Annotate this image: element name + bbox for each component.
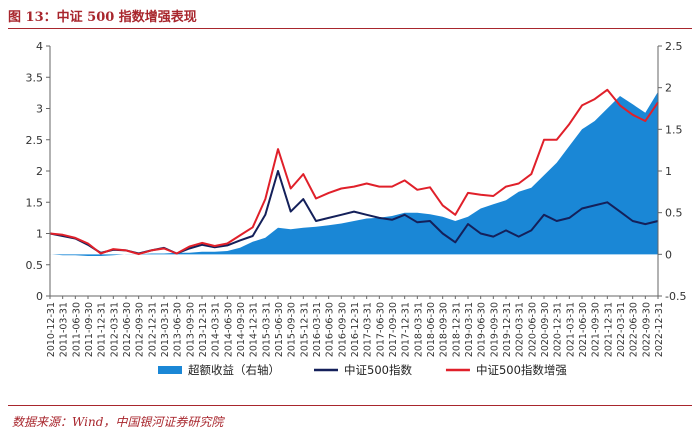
x-axis-tick-label: 2018-12-31: [451, 302, 462, 357]
x-axis-tick-label: 2018-03-31: [413, 302, 424, 357]
right-axis-tick-label: 2: [665, 82, 672, 95]
x-axis-tick-label: 2020-03-31: [515, 302, 526, 357]
right-axis-tick-label: 2.5: [665, 40, 683, 53]
x-axis-tick-label: 2021-09-30: [591, 302, 602, 357]
left-axis-tick-label: 2: [36, 165, 43, 178]
right-axis-tick-label: 1.5: [665, 123, 683, 136]
x-axis-tick-label: 2017-09-30: [388, 302, 399, 357]
series-area-excess-return: [50, 91, 658, 256]
left-axis-tick-label: 3: [36, 103, 43, 116]
legend-item-csi500-enhanced-label: 中证500指数增强: [476, 363, 567, 377]
left-axis-tick-label: 1.5: [26, 196, 44, 209]
x-axis-tick-label: 2016-03-31: [312, 302, 323, 357]
source-note: 数据来源：Wind，中国银河证券研究院: [12, 415, 224, 429]
x-axis-tick-label: 2018-06-30: [426, 302, 437, 357]
x-axis-tick-label: 2012-06-30: [122, 302, 133, 357]
x-axis-tick-label: 2021-12-31: [603, 302, 614, 357]
x-axis-tick-label: 2016-09-30: [337, 302, 348, 357]
x-axis-tick-label: 2014-09-30: [236, 302, 247, 357]
left-axis-tick-label: 3.5: [26, 71, 44, 84]
right-axis-tick-label: 1: [665, 165, 672, 178]
x-axis-tick-label: 2015-06-30: [274, 302, 285, 357]
x-axis-tick-label: 2013-12-31: [198, 302, 209, 357]
legend-item-excess-return-swatch: [158, 366, 182, 374]
x-axis-tick-label: 2011-12-31: [97, 302, 108, 357]
source-rule: [8, 405, 692, 406]
right-axis-tick-label: -0.5: [665, 290, 686, 303]
x-axis-tick-label: 2011-09-30: [84, 302, 95, 357]
series-line-csi500-enhanced: [49, 88, 659, 256]
x-axis-tick-label: 2015-12-31: [299, 302, 310, 357]
x-axis-tick-label: 2012-09-30: [135, 302, 146, 357]
x-axis-tick-label: 2016-06-30: [325, 302, 336, 357]
x-axis-tick-label: 2013-06-30: [173, 302, 184, 357]
x-axis-tick-label: 2011-06-30: [71, 302, 82, 357]
x-axis-tick-label: 2019-12-31: [502, 302, 513, 357]
left-axis-tick-label: 1: [36, 228, 43, 241]
title-rule: [8, 28, 692, 29]
right-axis-tick-label: 0: [665, 248, 672, 261]
left-axis-tick-label: 0: [36, 290, 43, 303]
x-axis-tick-label: 2019-03-31: [464, 302, 475, 357]
x-axis-tick-label: 2018-09-30: [439, 302, 450, 357]
x-axis-tick-label: 2010-12-31: [46, 302, 57, 357]
x-axis-tick-label: 2022-09-30: [641, 302, 652, 357]
x-axis-tick-label: 2020-09-30: [540, 302, 551, 357]
x-axis-tick-label: 2014-03-31: [211, 302, 222, 357]
x-axis-tick-label: 2017-06-30: [375, 302, 386, 357]
x-axis-tick-label: 2017-12-31: [401, 302, 412, 357]
x-axis-tick-label: 2022-12-31: [654, 302, 665, 357]
x-axis-tick-label: 2013-03-31: [160, 302, 171, 357]
x-axis-tick-label: 2016-12-31: [350, 302, 361, 357]
x-axis-tick-label: 2022-03-31: [616, 302, 627, 357]
left-axis-tick-label: 0.5: [26, 259, 44, 272]
x-axis-tick-label: 2012-03-31: [109, 302, 120, 357]
x-axis-tick-label: 2021-06-30: [578, 302, 589, 357]
legend-item-excess-return-label: 超额收益（右轴）: [188, 363, 280, 377]
x-axis-tick-label: 2021-03-31: [565, 302, 576, 357]
x-axis-tick-label: 2019-09-30: [489, 302, 500, 357]
x-axis-tick-label: 2019-06-30: [477, 302, 488, 357]
x-axis-tick-label: 2020-12-31: [553, 302, 564, 357]
figure-title: 图 13：中证 500 指数增强表现: [8, 10, 197, 25]
left-axis-tick-label: 4: [36, 40, 43, 53]
right-axis-tick-label: 0.5: [665, 207, 683, 220]
x-axis-tick-label: 2014-12-31: [249, 302, 260, 357]
x-axis-tick-label: 2015-09-30: [287, 302, 298, 357]
x-axis-tick-label: 2011-03-31: [59, 302, 70, 357]
x-axis-tick-label: 2014-06-30: [223, 302, 234, 357]
legend-item-csi500-label: 中证500指数: [344, 363, 412, 377]
x-axis-tick-label: 2012-12-31: [147, 302, 158, 357]
x-axis-tick-label: 2017-03-31: [363, 302, 374, 357]
x-axis-tick-label: 2022-06-30: [629, 302, 640, 357]
x-axis-tick-label: 2015-03-31: [261, 302, 272, 357]
x-axis-tick-label: 2020-06-30: [527, 302, 538, 357]
left-axis-tick-label: 2.5: [26, 134, 44, 147]
x-axis-tick-label: 2013-09-30: [185, 302, 196, 357]
